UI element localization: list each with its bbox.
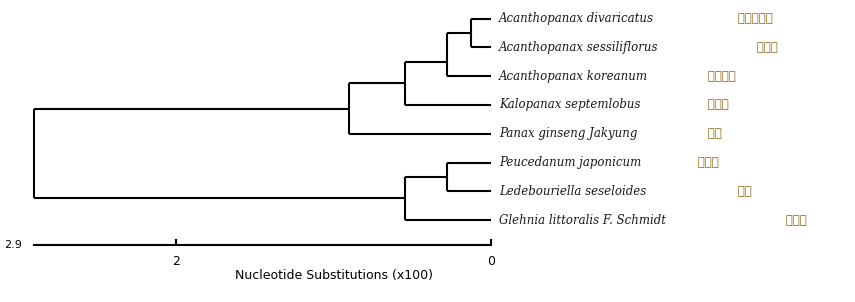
Text: 흰털오가피: 흰털오가피: [734, 12, 772, 25]
Text: 2.9: 2.9: [3, 239, 21, 249]
Text: 0: 0: [487, 255, 495, 268]
Text: Ledebouriella seseloides: Ledebouriella seseloides: [499, 185, 646, 198]
Text: 해방풍: 해방풍: [782, 214, 807, 226]
Text: Acanthopanax sessiliflorus: Acanthopanax sessiliflorus: [499, 41, 658, 54]
Text: Kalopanax septemlobus: Kalopanax septemlobus: [499, 98, 640, 111]
Text: 2: 2: [172, 255, 180, 268]
Text: Glehnia littoralis F. Schmidt: Glehnia littoralis F. Schmidt: [499, 214, 666, 226]
Text: 방풍: 방풍: [734, 185, 752, 198]
Text: 섬오가피: 섬오가피: [705, 70, 736, 83]
Text: 오가피: 오가피: [753, 41, 778, 54]
Text: Nucleotide Substitutions (x100): Nucleotide Substitutions (x100): [234, 269, 433, 282]
Text: Acanthopanax koreanum: Acanthopanax koreanum: [499, 70, 648, 83]
Text: 음나무: 음나무: [705, 98, 729, 111]
Text: 식방풍: 식방풍: [694, 156, 719, 169]
Text: 자경: 자경: [705, 127, 722, 140]
Text: Acanthopanax divaricatus: Acanthopanax divaricatus: [499, 12, 654, 25]
Text: Panax ginseng Jakyung: Panax ginseng Jakyung: [499, 127, 638, 140]
Text: Peucedanum japonicum: Peucedanum japonicum: [499, 156, 641, 169]
